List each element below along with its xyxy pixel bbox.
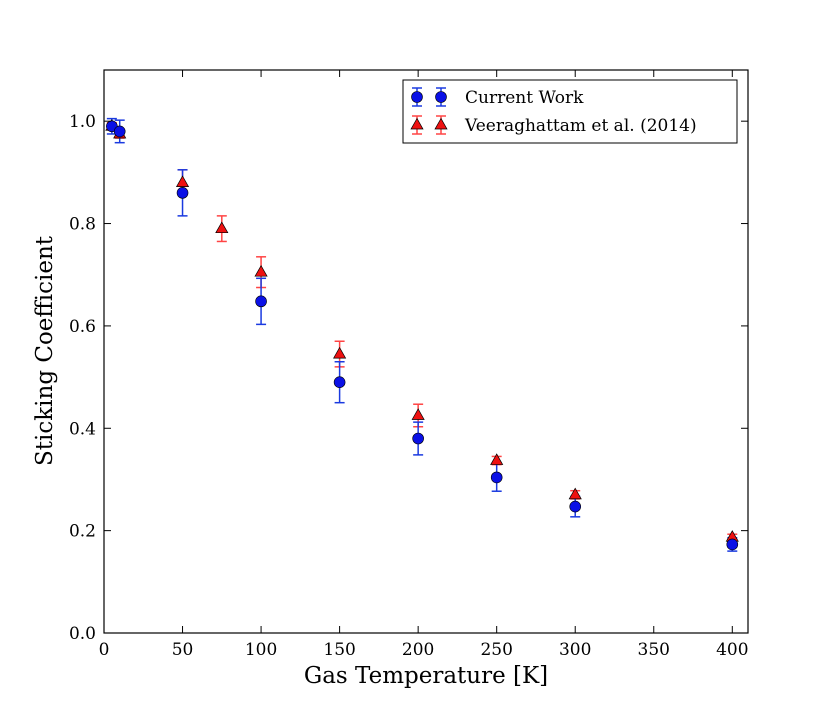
axes: 0 50 100 150 200 250 300 350 400 0.0 0.2 0.4 0.6 0.8 1… [69, 69, 749, 660]
x-tick-label: 250 [480, 640, 512, 660]
legend-marker-circle [435, 91, 447, 103]
y-tick-label: 0.8 [69, 215, 96, 235]
data-point-triangle [411, 408, 425, 420]
data-point-circle [176, 187, 189, 199]
data-point-circle [113, 125, 126, 138]
x-tick-label: 100 [245, 640, 277, 660]
data-point-triangle [215, 221, 229, 234]
legend-marker-circle [411, 91, 423, 103]
x-tick-label: 200 [402, 640, 434, 660]
x-axis-label: Gas Temperature [K] [304, 663, 548, 689]
data-point-circle [490, 471, 503, 484]
plot-frame [103, 69, 749, 634]
legend-entry: Veeraghattam et al. (2014) [410, 115, 697, 136]
x-tick-label: 150 [323, 640, 355, 660]
legend-marker-triangle [434, 117, 448, 130]
x-tick-label: 50 [172, 640, 194, 660]
data-point-circle [569, 500, 582, 513]
legend-entry: Current Work [411, 87, 584, 108]
y-tick-label: 1.0 [69, 112, 96, 132]
plot-area [105, 117, 739, 552]
data-point-circle [255, 295, 267, 308]
y-tick-label: 0.4 [69, 419, 96, 439]
legend-label: Veeraghattam et al. (2014) [464, 116, 697, 136]
data-point-circle [726, 538, 739, 551]
data-point-circle [333, 376, 346, 389]
markers-current-work [106, 120, 739, 551]
legend: Current Work Veeraghattam et al. (2014) [402, 79, 738, 144]
data-point-triangle [568, 487, 582, 500]
x-tick-label: 350 [638, 640, 670, 660]
data-point-circle [412, 432, 424, 445]
data-point-triangle [333, 346, 347, 359]
legend-marker-triangle [410, 117, 424, 130]
y-tick-label: 0.0 [69, 624, 96, 644]
legend-box [402, 79, 738, 144]
y-axis-label: Sticking Coefficient [32, 235, 58, 466]
data-point-triangle [490, 453, 504, 465]
y-tick-label: 0.6 [69, 317, 96, 337]
legend-label: Current Work [465, 88, 584, 108]
x-tick-label: 300 [559, 640, 591, 660]
data-point-triangle [254, 264, 268, 277]
data-point-triangle [175, 175, 190, 187]
x-tick-label: 400 [716, 640, 748, 660]
x-tick-label: 0 [99, 640, 110, 660]
y-tick-label: 0.2 [69, 522, 96, 542]
